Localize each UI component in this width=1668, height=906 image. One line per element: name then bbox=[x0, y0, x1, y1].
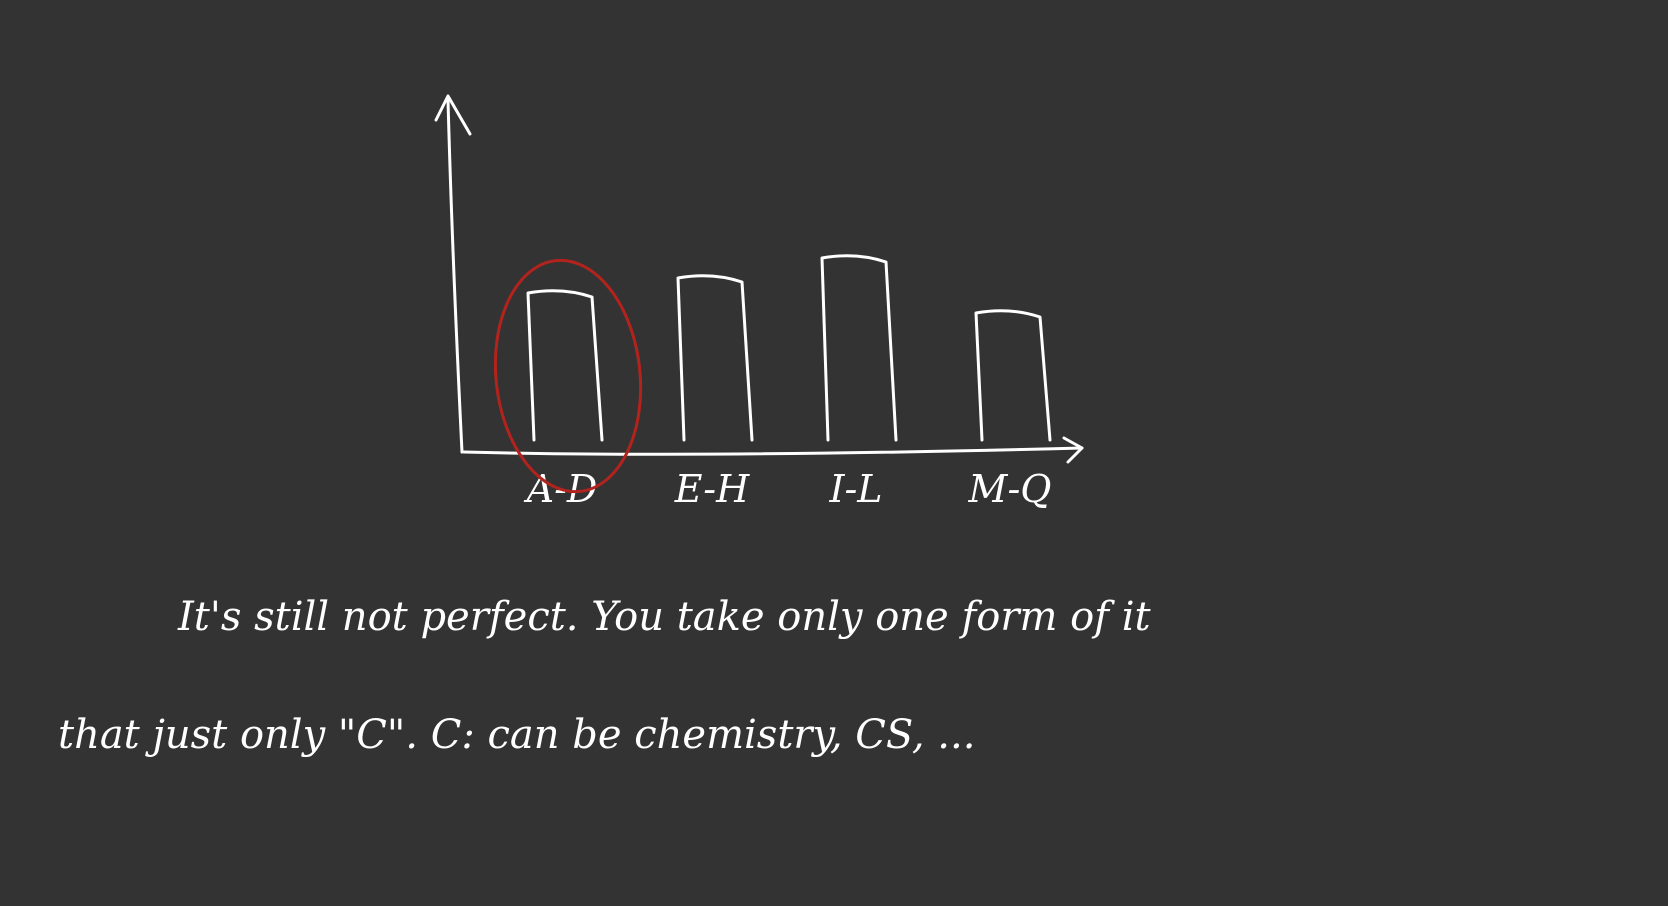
bar-e-h bbox=[676, 274, 754, 442]
bar-m-q bbox=[974, 309, 1052, 442]
x-tick-label-e-h: E-H bbox=[674, 467, 750, 511]
bar-chart-sketch: A-D E-H I-L M-Q bbox=[434, 94, 1084, 511]
bar-i-l bbox=[820, 254, 898, 442]
x-tick-label-i-l: I-L bbox=[828, 467, 882, 511]
x-axis-arrow-head bbox=[1062, 436, 1084, 464]
x-axis-line bbox=[462, 446, 1084, 456]
x-tick-label-m-q: M-Q bbox=[968, 467, 1052, 511]
note-line-2: that just only "C". C: can be chemistry,… bbox=[58, 712, 975, 758]
highlight-circle-a-d bbox=[493, 258, 643, 494]
handwritten-note: It's still not perfect. You take only on… bbox=[58, 594, 1151, 758]
y-axis-arrow-head bbox=[434, 94, 472, 136]
y-axis-line bbox=[446, 98, 464, 454]
bar-a-d bbox=[526, 289, 604, 442]
note-line-1: It's still not perfect. You take only on… bbox=[177, 594, 1151, 640]
